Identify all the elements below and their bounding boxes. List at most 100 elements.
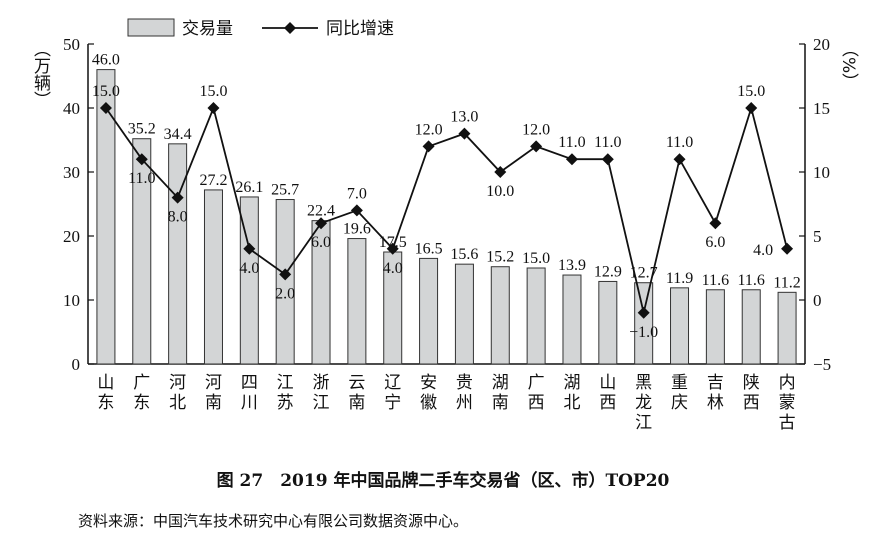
line-marker [243, 242, 256, 255]
line-marker [171, 191, 184, 204]
bar-value-label: 15.6 [450, 246, 478, 263]
right-tick-label: 10 [813, 163, 830, 182]
category-label-char: 北 [169, 393, 186, 412]
category-label-char: 宁 [384, 393, 401, 412]
legend-line-label: 同比增速 [326, 19, 394, 38]
bar [96, 69, 116, 365]
line-marker [350, 204, 363, 217]
figure-caption: 图 27 2019 年中国品牌二手车交易省（区、市）TOP20 [216, 471, 670, 491]
line-value-label: 11.0 [594, 134, 621, 151]
line-value-label: −1.0 [629, 324, 658, 341]
bar [454, 263, 474, 365]
bar [777, 291, 797, 365]
category-label-char: 云 [348, 373, 365, 392]
category-label-char: 南 [348, 393, 365, 412]
line-value-label: 2.0 [275, 285, 295, 302]
line-marker [601, 153, 614, 166]
category-label-char: 林 [707, 393, 724, 412]
right-tick-label: 5 [813, 227, 822, 246]
combo-chart: 0 10 20 30 40 50 −5 0 5 10 15 20 46.0 35.2 34.4 27.2 26.… [63, 18, 831, 432]
line-value-label: 11.0 [558, 134, 585, 151]
category-label-char: 辽 [384, 373, 401, 392]
bar-value-label: 35.2 [128, 121, 156, 138]
bar [598, 280, 618, 365]
bar-value-label: 34.4 [164, 126, 192, 143]
line-marker [673, 153, 686, 166]
bar [275, 199, 295, 365]
category-label-char: 内 [779, 373, 796, 392]
category-label-char: 西 [599, 393, 616, 412]
line-marker [279, 268, 292, 281]
category-label-char: 湖 [563, 373, 580, 392]
bar [239, 196, 259, 365]
left-tick-label: 10 [63, 291, 80, 310]
line-marker [637, 306, 650, 319]
line-value-label: 15.0 [92, 83, 120, 100]
category-label-char: 吉 [707, 373, 724, 392]
right-tick-label: 15 [813, 99, 830, 118]
bar-value-label: 11.2 [773, 274, 800, 291]
category-label-char: 山 [599, 373, 616, 392]
category-label-char: 湖 [492, 373, 509, 392]
bar [490, 266, 510, 365]
bar [347, 238, 367, 365]
bar-value-label: 27.2 [199, 172, 227, 189]
line-marker [781, 242, 794, 255]
line-value-label: 12.0 [522, 121, 550, 138]
right-tick-label: 0 [813, 291, 822, 310]
category-label-char: 东 [133, 393, 150, 412]
category-label-char: 黑 [635, 373, 652, 392]
category-label-char: 广 [133, 373, 150, 392]
line-value-label: 15.0 [199, 83, 227, 100]
line-value-label: 4.0 [753, 242, 773, 259]
line-value-label: 15.0 [737, 83, 765, 100]
left-tick-label: 40 [63, 99, 80, 118]
category-label-char: 龙 [635, 393, 652, 412]
line-marker [745, 102, 758, 114]
category-label-char: 山 [97, 373, 114, 392]
bar [203, 189, 223, 365]
line-marker [386, 242, 399, 255]
category-label-char: 河 [169, 373, 186, 392]
category-label-char: 北 [563, 393, 580, 412]
category-label-char: 东 [97, 393, 114, 412]
line-value-label: 13.0 [450, 109, 478, 126]
legend-bar-swatch [127, 18, 175, 37]
line-marker [494, 166, 507, 178]
bar-value-label: 17.5 [379, 234, 407, 251]
bar-value-label: 11.9 [666, 270, 693, 287]
bar-value-label: 46.0 [92, 52, 120, 69]
bar [419, 257, 439, 365]
category-label-char: 重 [671, 373, 688, 392]
line-marker [99, 102, 112, 114]
category-label-char: 川 [241, 393, 258, 412]
line-marker [709, 217, 722, 230]
line-marker [530, 140, 543, 153]
category-label-char: 广 [528, 373, 545, 392]
growth-line [105, 104, 788, 314]
category-label-char: 江 [277, 373, 294, 392]
category-label-char: 西 [743, 393, 760, 412]
line-value-label: 10.0 [486, 183, 514, 200]
line-value-label: 8.0 [168, 209, 188, 226]
line-value-label: 11.0 [666, 134, 693, 151]
category-label-char: 贵 [456, 373, 473, 392]
bar [132, 138, 152, 365]
category-label-char: 陕 [743, 373, 760, 392]
category-label-char: 古 [779, 413, 796, 432]
category-label-char: 蒙 [779, 393, 796, 412]
bar [634, 282, 654, 365]
bar-value-label: 25.7 [271, 182, 299, 199]
category-label-char: 西 [528, 393, 545, 412]
line-marker [422, 140, 435, 153]
line-value-label: 12.0 [415, 121, 443, 138]
left-tick-label: 30 [63, 163, 80, 182]
category-label-char: 安 [420, 373, 437, 392]
bar [168, 143, 188, 365]
line-marker [315, 217, 328, 230]
bar-value-label: 16.5 [415, 240, 443, 257]
right-tick-label: −5 [813, 355, 831, 374]
bar [705, 289, 725, 365]
category-label-char: 河 [205, 373, 222, 392]
